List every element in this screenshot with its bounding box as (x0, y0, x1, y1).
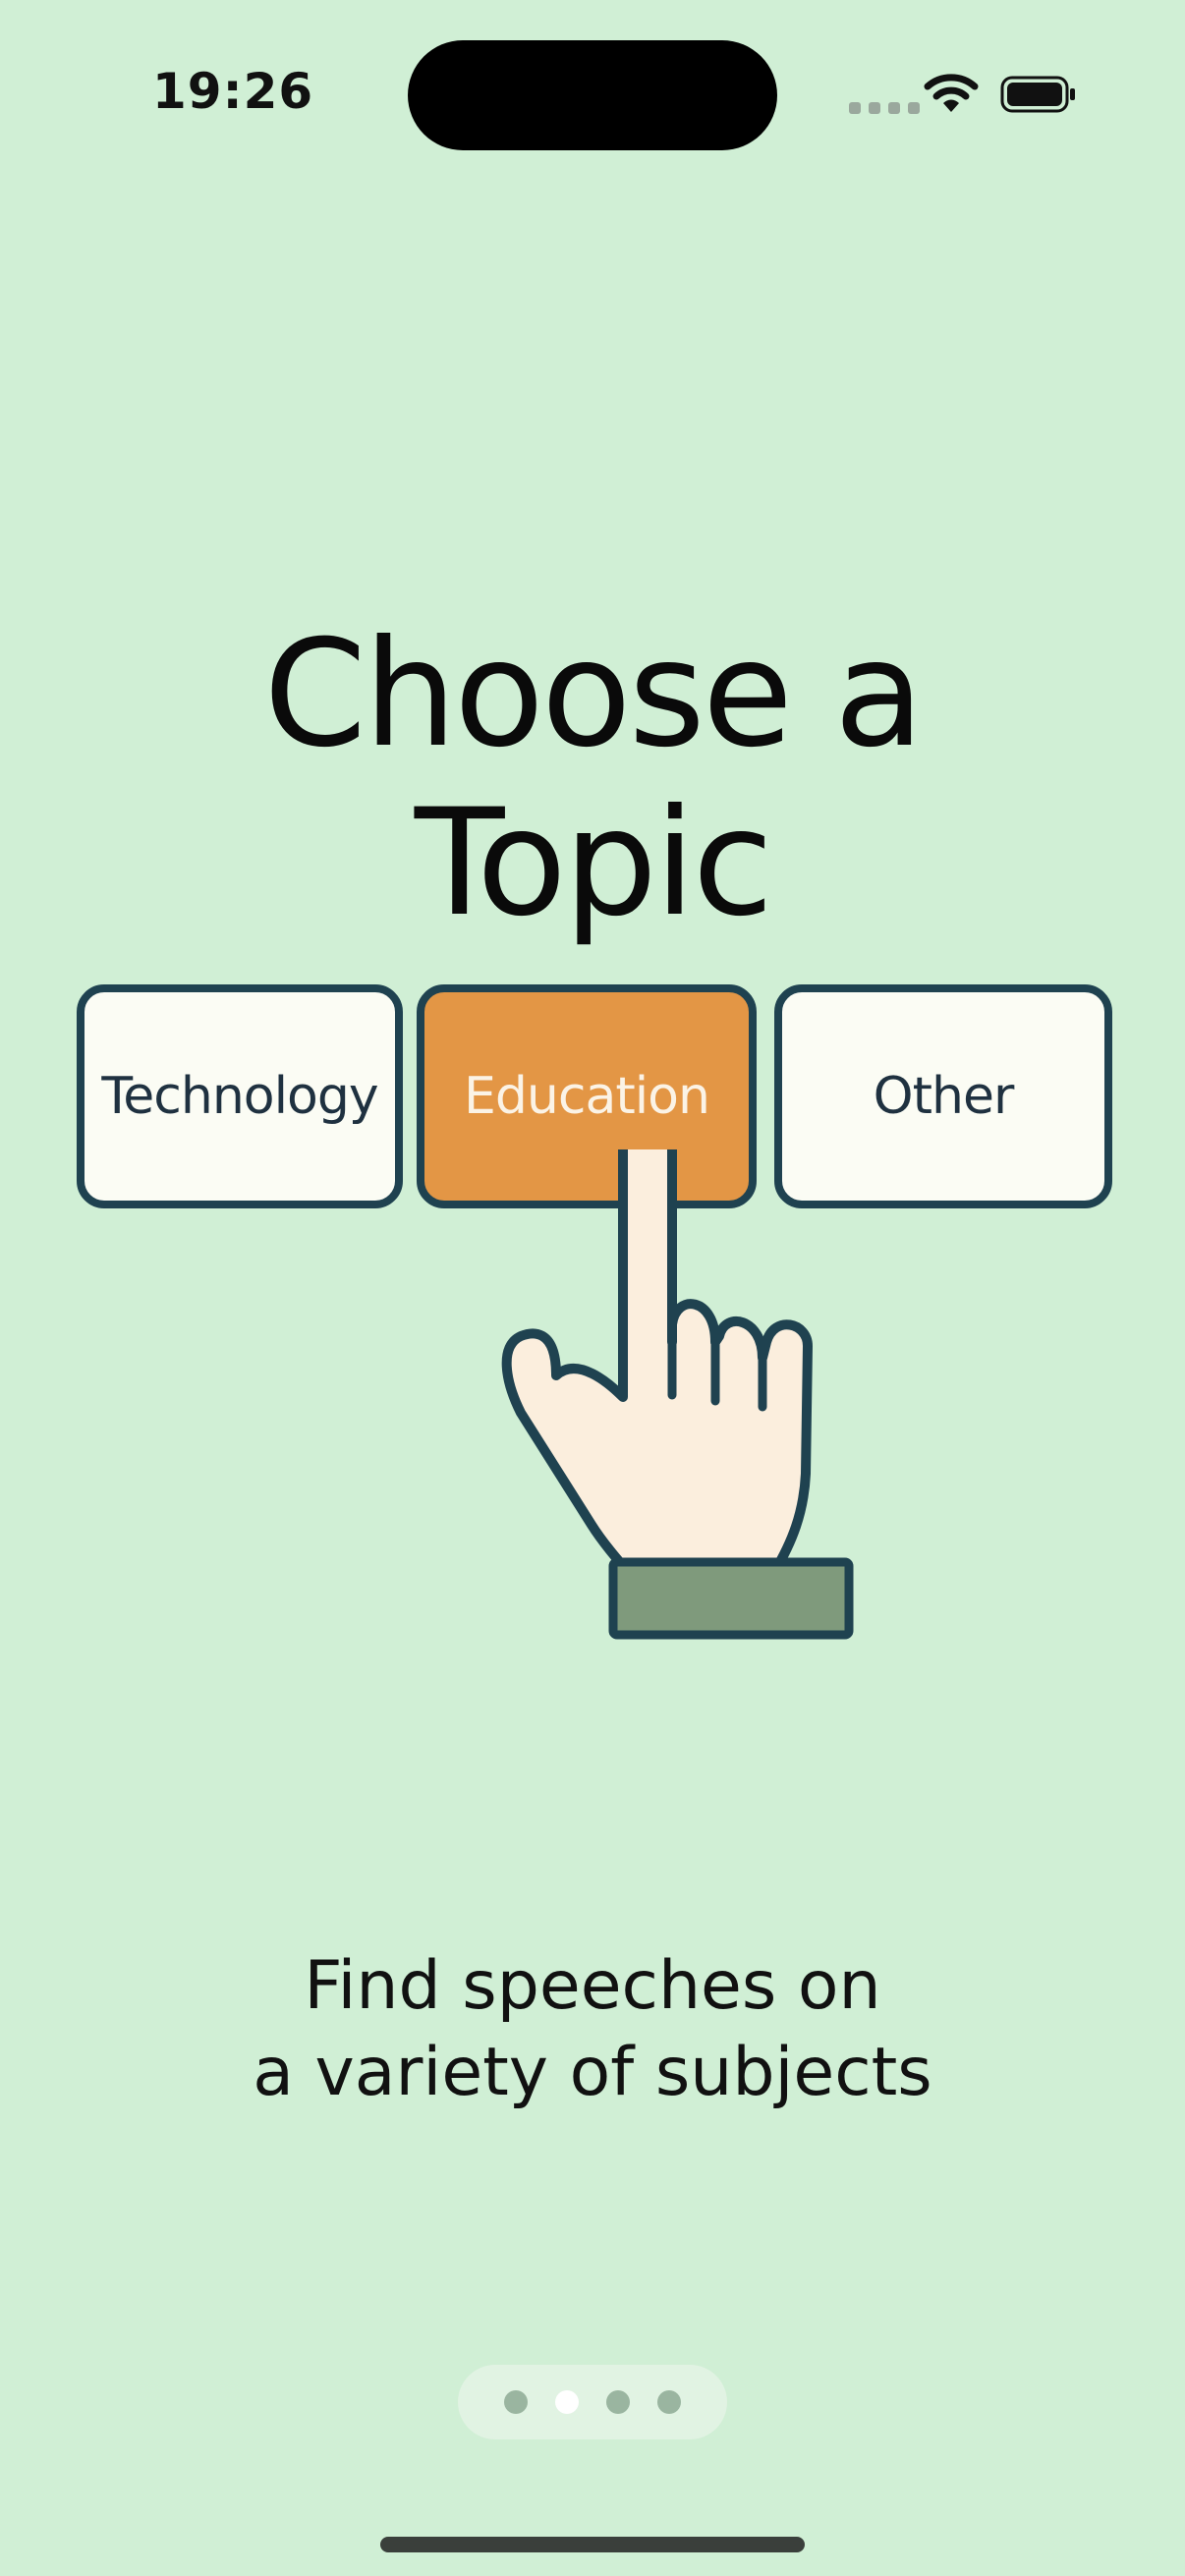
topic-education-illustration: Education (417, 984, 757, 1208)
title-line-1: Choose a (263, 608, 924, 780)
status-bar: 19:26 (0, 0, 1185, 196)
title-line-2: Topic (414, 777, 773, 949)
pointing-hand-icon (501, 1149, 854, 1640)
page-indicator[interactable] (458, 2365, 727, 2439)
home-indicator[interactable] (380, 2537, 805, 2552)
page-dot-4[interactable] (657, 2390, 681, 2414)
page-dot-3[interactable] (606, 2390, 630, 2414)
page-title: Choose a Topic (0, 610, 1185, 948)
page-subtitle: Find speeches on a variety of subjects (0, 1943, 1185, 2116)
dynamic-island (408, 40, 777, 150)
battery-icon (1000, 76, 1075, 113)
wifi-icon (924, 74, 979, 112)
topic-other-illustration: Other (774, 984, 1112, 1208)
status-time: 19:26 (152, 63, 314, 120)
cellular-signal-icon (849, 102, 920, 114)
choose-topic-illustration: Technology Education Other (69, 973, 1120, 1660)
subtitle-line-1: Find speeches on (304, 1947, 881, 2025)
subtitle-line-2: a variety of subjects (253, 2034, 932, 2111)
page-dot-1[interactable] (504, 2390, 528, 2414)
topic-technology-illustration: Technology (77, 984, 403, 1208)
page-dot-2-active[interactable] (555, 2390, 579, 2414)
